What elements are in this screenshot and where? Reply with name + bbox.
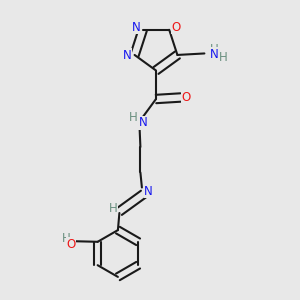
Text: N: N	[144, 184, 153, 198]
Text: H: H	[128, 111, 137, 124]
Text: N: N	[139, 116, 148, 130]
Text: H: H	[219, 52, 227, 64]
Text: H: H	[61, 232, 70, 245]
Text: O: O	[171, 21, 181, 34]
Text: O: O	[182, 91, 190, 104]
Text: N: N	[123, 49, 131, 62]
Text: N: N	[210, 48, 218, 61]
Text: N: N	[132, 21, 140, 34]
Text: O: O	[67, 238, 76, 251]
Text: H: H	[109, 202, 118, 215]
Text: H: H	[210, 43, 218, 56]
